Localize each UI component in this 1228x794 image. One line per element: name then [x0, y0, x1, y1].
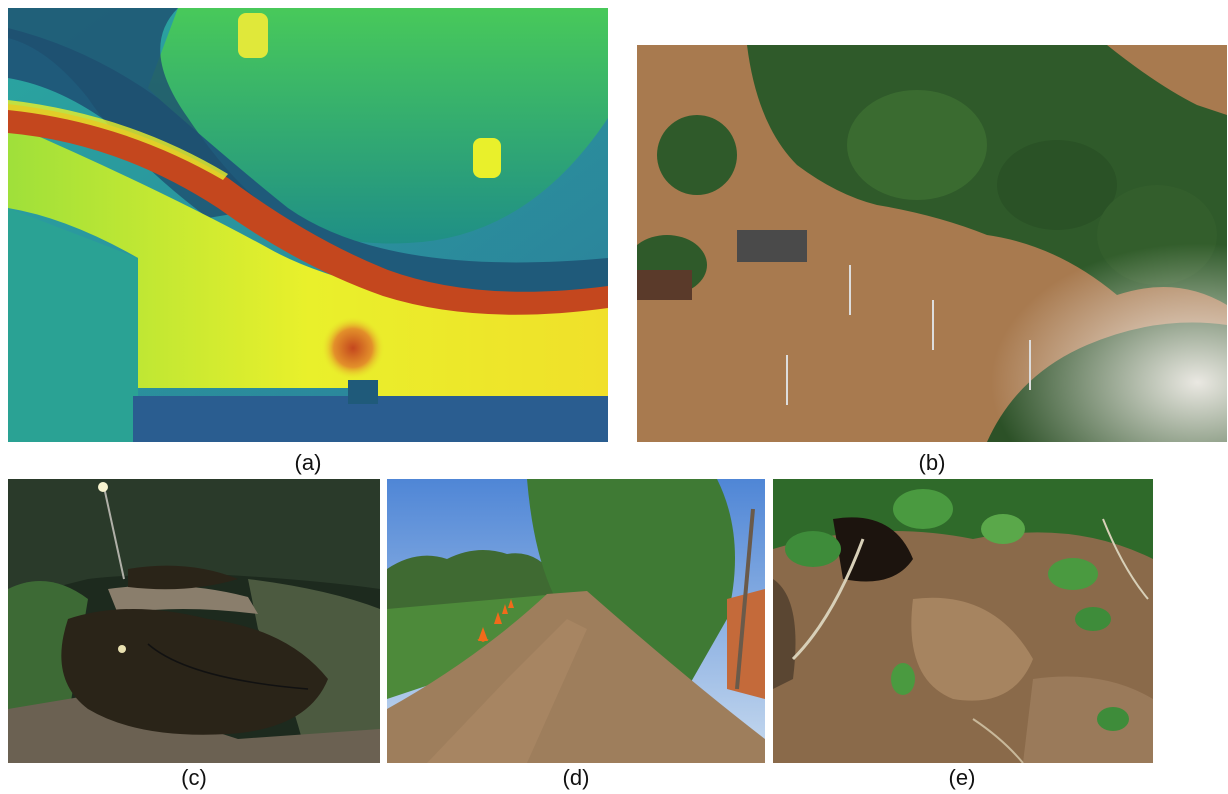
repaired-path-photo [387, 479, 765, 763]
soil-erosion-photo [773, 479, 1153, 763]
caption-a: (a) [294, 450, 322, 475]
caption-b: (b) [918, 450, 946, 475]
aerial-flood-graphic [637, 45, 1227, 442]
aerial-flood-photo [637, 45, 1227, 442]
night-sinkhole-graphic [8, 479, 380, 763]
repaired-path-graphic [387, 479, 765, 763]
soil-erosion-graphic [773, 479, 1153, 763]
night-sinkhole-photo [8, 479, 380, 763]
caption-d: (d) [562, 765, 590, 790]
thermal-map-image [8, 8, 608, 442]
caption-c: (c) [181, 765, 207, 790]
thermal-map-graphic [8, 8, 608, 442]
caption-e: (e) [948, 765, 976, 790]
